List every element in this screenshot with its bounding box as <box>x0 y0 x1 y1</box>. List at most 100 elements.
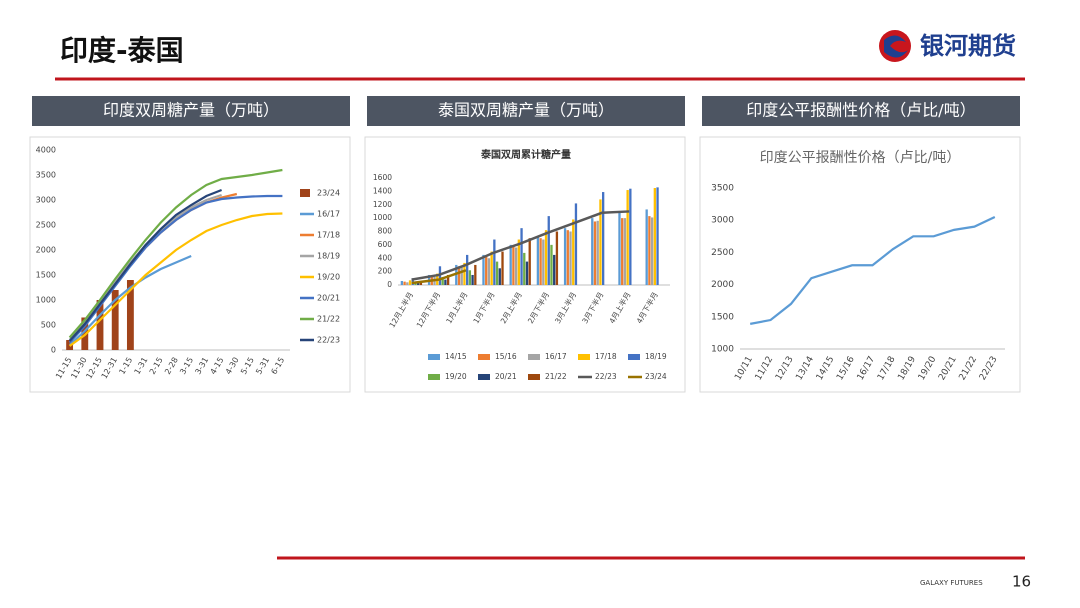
bar <box>403 281 406 285</box>
legend-swatch <box>578 354 590 360</box>
series-line <box>411 210 630 281</box>
page-number: 16 <box>1012 573 1031 591</box>
bar <box>523 252 526 285</box>
bar <box>602 192 605 285</box>
bar <box>444 279 447 285</box>
y-tick-label: 1400 <box>373 186 392 195</box>
y-tick-label: 4000 <box>36 146 56 155</box>
y-tick-label: 3000 <box>36 196 56 205</box>
bar <box>623 218 627 285</box>
bar <box>539 238 542 285</box>
bar <box>517 239 520 285</box>
y-tick-label: 0 <box>387 280 392 289</box>
legend-swatch <box>528 374 540 380</box>
y-tick-label: 600 <box>378 240 393 249</box>
bar <box>544 230 548 285</box>
y-tick-label: 800 <box>378 227 393 236</box>
legend-label: 20/21 <box>317 294 340 303</box>
bar <box>514 247 518 285</box>
slide-title: 印度-泰国 <box>60 34 184 67</box>
bar <box>498 268 501 285</box>
bar <box>553 254 556 285</box>
bar <box>111 290 119 350</box>
bar <box>455 264 458 285</box>
panel-header-text: 泰国双周糖产量（万吨） <box>438 101 614 120</box>
bar <box>550 244 553 285</box>
bar <box>593 221 597 285</box>
bar <box>621 218 624 285</box>
legend-swatch <box>478 374 490 380</box>
bar <box>463 262 466 285</box>
y-tick-label: 3500 <box>36 171 56 180</box>
bar <box>629 188 632 285</box>
panel-header <box>702 96 1020 126</box>
legend-swatch <box>528 354 540 360</box>
y-tick-label: 3500 <box>711 184 734 194</box>
y-tick-label: 2000 <box>711 280 734 290</box>
y-tick-label: 1000 <box>711 345 734 355</box>
y-tick-label: 1000 <box>36 296 56 305</box>
bar <box>618 211 621 285</box>
bar <box>653 188 656 285</box>
bar <box>520 228 523 285</box>
series-line <box>68 254 192 346</box>
y-tick-label: 0 <box>51 346 56 355</box>
legend-label: 23/24 <box>645 372 667 381</box>
bar <box>485 256 488 285</box>
bar <box>574 203 578 285</box>
bar <box>648 216 651 285</box>
bar <box>406 282 409 285</box>
y-tick-label: 2000 <box>36 246 56 255</box>
bar <box>490 251 493 285</box>
legend-label: 17/18 <box>595 352 617 361</box>
y-tick-label: 1000 <box>373 213 392 222</box>
bar <box>400 280 404 285</box>
bar <box>591 218 594 285</box>
y-tick-label: 400 <box>378 253 393 262</box>
bar <box>96 300 104 350</box>
y-tick-label: 1500 <box>36 271 56 280</box>
bar <box>656 187 659 285</box>
bar <box>408 280 412 285</box>
bar <box>126 280 134 350</box>
bar <box>626 190 629 285</box>
y-tick-label: 1600 <box>373 173 392 182</box>
y-tick-label: 1200 <box>373 200 392 209</box>
legend-label: 16/17 <box>545 352 567 361</box>
legend-label: 19/20 <box>445 372 467 381</box>
series-line <box>68 168 283 339</box>
bar <box>525 261 529 285</box>
bar <box>417 282 420 285</box>
series-line <box>68 212 283 347</box>
bar <box>466 254 469 285</box>
chart-title: 泰国双周累计糖产量 <box>480 148 571 161</box>
bar <box>501 251 504 285</box>
bar <box>572 219 575 285</box>
legend-label: 23/24 <box>317 189 340 198</box>
bar <box>468 270 472 285</box>
legend-label: 18/19 <box>645 352 667 361</box>
legend-label: 21/22 <box>545 372 567 381</box>
series-line <box>68 188 223 342</box>
bar <box>650 217 654 285</box>
bar <box>542 239 545 285</box>
bar <box>474 264 477 285</box>
bar <box>487 258 491 285</box>
bar <box>460 267 463 285</box>
legend-label: 22/23 <box>595 372 617 381</box>
bar <box>547 216 550 285</box>
legend-swatch <box>300 189 310 197</box>
legend-swatch <box>428 374 440 380</box>
bar <box>536 236 540 285</box>
bar <box>441 276 444 285</box>
bar <box>566 230 569 285</box>
bar <box>599 199 602 285</box>
logo-swirl <box>884 35 908 58</box>
legend-label: 16/17 <box>317 210 340 219</box>
legend-label: 15/16 <box>495 352 517 361</box>
bar <box>512 246 515 285</box>
bar <box>555 231 559 285</box>
y-tick-label: 500 <box>41 321 56 330</box>
